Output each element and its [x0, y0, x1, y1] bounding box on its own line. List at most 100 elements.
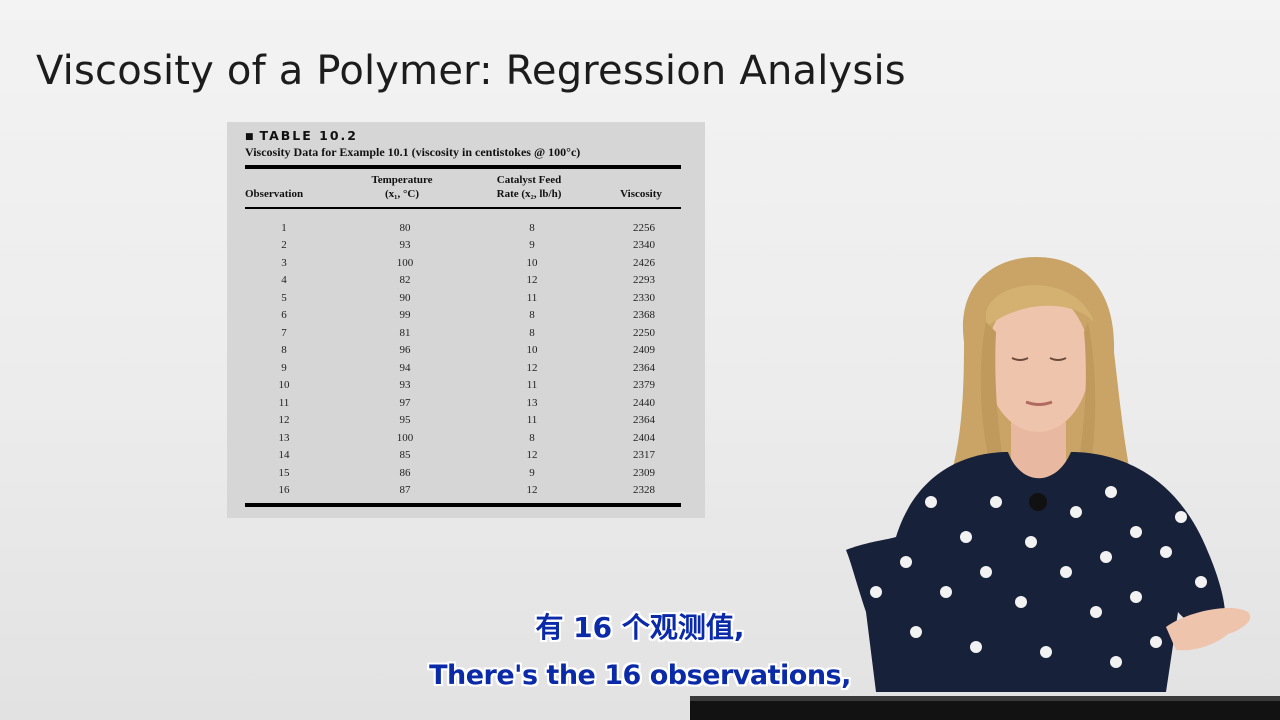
- cell-observation: 7: [281, 326, 287, 339]
- cell-temperature: 80: [399, 221, 411, 234]
- cell-viscosity: 2328: [633, 484, 655, 496]
- cell-viscosity: 2293: [633, 274, 655, 286]
- cell-viscosity: 2409: [633, 344, 655, 356]
- table-row: 11 97 13 2440: [245, 395, 681, 413]
- cell-observation: 9: [281, 361, 287, 374]
- header-rate-line2: Rate (x₂, lb/h): [496, 188, 562, 200]
- cell-viscosity: 2256: [633, 221, 655, 234]
- cell-viscosity: 2250: [633, 326, 655, 339]
- table-row: 8 96 10 2409: [245, 342, 681, 360]
- cell-catalyst-rate: 8: [529, 431, 535, 444]
- table-header-rule: [245, 207, 681, 209]
- cell-catalyst-rate: 12: [526, 361, 538, 374]
- cell-temperature: 93: [399, 379, 411, 391]
- table-row: 13 100 8 2404: [245, 430, 681, 448]
- cell-temperature: 81: [399, 326, 411, 339]
- cell-catalyst-rate: 11: [526, 379, 538, 391]
- header-catalyst-rate: Catalyst Feed Rate (x₂, lb/h): [473, 173, 585, 201]
- cell-catalyst-rate: 8: [529, 309, 535, 321]
- cell-temperature: 97: [399, 396, 411, 409]
- cell-temperature: 90: [399, 291, 411, 304]
- header-temperature-line2: (x₁, °C): [385, 188, 419, 200]
- cell-observation: 6: [281, 309, 287, 321]
- table-row: 10 93 11 2379: [245, 377, 681, 395]
- data-table-panel: ■ TABLE 10.2 Viscosity Data for Example 1…: [227, 122, 705, 518]
- table-row: 1 80 8 2256: [245, 220, 681, 238]
- cell-viscosity: 2340: [633, 239, 655, 251]
- podium: [690, 696, 1280, 720]
- cell-observation: 1: [281, 221, 287, 234]
- table-label: ■ TABLE 10.2: [245, 128, 681, 144]
- table-row: 3 100 10 2426: [245, 255, 681, 273]
- table-row: 16 87 12 2328: [245, 482, 681, 500]
- header-rate-line1: Catalyst Feed: [496, 174, 562, 186]
- cell-viscosity: 2330: [633, 291, 655, 304]
- presenter-neck: [1011, 422, 1066, 491]
- table-row: 4 82 12 2293: [245, 272, 681, 290]
- cell-catalyst-rate: 10: [526, 344, 538, 356]
- cell-temperature: 100: [396, 431, 414, 444]
- table-top-rule: [245, 165, 681, 169]
- presenter-hand: [1166, 607, 1251, 651]
- cell-observation: 16: [278, 484, 290, 496]
- cell-observation: 14: [278, 449, 290, 461]
- cell-temperature: 87: [399, 484, 411, 496]
- cell-temperature: 93: [399, 239, 411, 251]
- cell-catalyst-rate: 13: [526, 396, 538, 409]
- cell-catalyst-rate: 12: [526, 449, 538, 461]
- cell-viscosity: 2404: [633, 431, 655, 444]
- cell-catalyst-rate: 10: [526, 256, 538, 269]
- table-body: 1 80 8 2256 2 93 9 2340 3 100 10 2426 4 82 12 2293 5 90 11…: [245, 220, 681, 500]
- cell-observation: 13: [278, 431, 290, 444]
- cell-observation: 2: [281, 239, 287, 251]
- cell-catalyst-rate: 9: [529, 466, 535, 479]
- cell-catalyst-rate: 8: [529, 221, 535, 234]
- cell-observation: 4: [281, 274, 287, 286]
- cell-temperature: 82: [399, 274, 411, 286]
- square-bullet-icon: ■: [245, 132, 254, 142]
- cell-catalyst-rate: 12: [526, 274, 538, 286]
- cell-viscosity: 2440: [633, 396, 655, 409]
- cell-viscosity: 2317: [633, 449, 655, 461]
- cell-observation: 15: [278, 466, 290, 479]
- header-temperature: Temperature (x₁, °C): [347, 173, 457, 201]
- slide-title: Viscosity of a Polymer: Regression Analy…: [36, 48, 906, 94]
- cell-viscosity: 2364: [633, 414, 655, 426]
- table-row: 12 95 11 2364: [245, 412, 681, 430]
- presenter-face: [986, 292, 1090, 432]
- cell-observation: 3: [281, 256, 287, 269]
- presenter-video: [846, 257, 1251, 692]
- table-row: 5 90 11 2330: [245, 290, 681, 308]
- table-row: 2 93 9 2340: [245, 237, 681, 255]
- subtitle-english: There's the 16 observations,: [429, 660, 851, 691]
- cell-catalyst-rate: 8: [529, 326, 535, 339]
- table-row: 14 85 12 2317: [245, 447, 681, 465]
- table-header: Observation Temperature (x₁, °C) Catalys…: [245, 169, 681, 207]
- header-temperature-line1: Temperature: [371, 174, 433, 186]
- cell-observation: 10: [278, 379, 290, 391]
- cell-temperature: 95: [399, 414, 411, 426]
- cell-viscosity: 2379: [633, 379, 655, 391]
- cell-temperature: 94: [399, 361, 411, 374]
- cell-catalyst-rate: 12: [526, 484, 538, 496]
- cell-temperature: 100: [396, 256, 414, 269]
- cell-temperature: 86: [399, 466, 411, 479]
- cell-viscosity: 2364: [633, 361, 655, 374]
- cell-observation: 11: [278, 396, 290, 409]
- dress-polka-dots: [870, 486, 1207, 668]
- table-row: 6 99 8 2368: [245, 307, 681, 325]
- table-caption: Viscosity Data for Example 10.1 (viscosi…: [245, 145, 581, 159]
- cell-viscosity: 2309: [633, 466, 655, 479]
- cell-temperature: 99: [399, 309, 411, 321]
- cell-catalyst-rate: 9: [529, 239, 535, 251]
- header-viscosity: Viscosity: [620, 188, 662, 200]
- cell-catalyst-rate: 11: [526, 414, 538, 426]
- table-row: 9 94 12 2364: [245, 360, 681, 378]
- presenter-dress: [846, 452, 1226, 692]
- cell-viscosity: 2426: [633, 256, 655, 269]
- cell-observation: 8: [281, 344, 287, 356]
- cell-observation: 12: [278, 414, 290, 426]
- header-observation: Observation: [245, 188, 304, 200]
- cell-catalyst-rate: 11: [526, 291, 538, 304]
- cell-temperature: 96: [399, 344, 411, 356]
